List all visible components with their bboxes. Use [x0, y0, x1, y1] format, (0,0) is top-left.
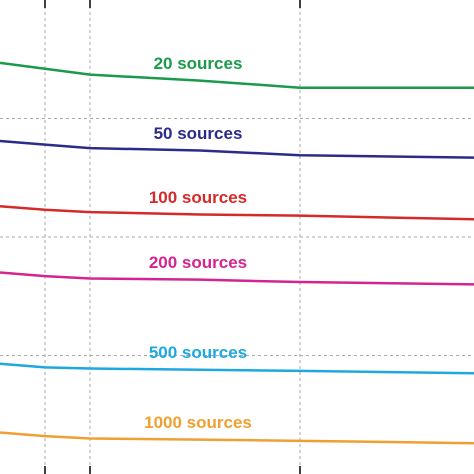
series-label: 200 sources: [149, 253, 247, 272]
series-label: 500 sources: [149, 343, 247, 362]
series-line: [0, 271, 474, 286]
series-line: [0, 61, 474, 89]
series-label: 20 sources: [154, 54, 243, 73]
series-label: 50 sources: [154, 124, 243, 143]
series-line: [0, 204, 474, 221]
series-line: [0, 362, 474, 375]
series-line: [0, 139, 474, 159]
series-label: 1000 sources: [144, 413, 252, 432]
series-label: 100 sources: [149, 188, 247, 207]
series-line: [0, 431, 474, 445]
